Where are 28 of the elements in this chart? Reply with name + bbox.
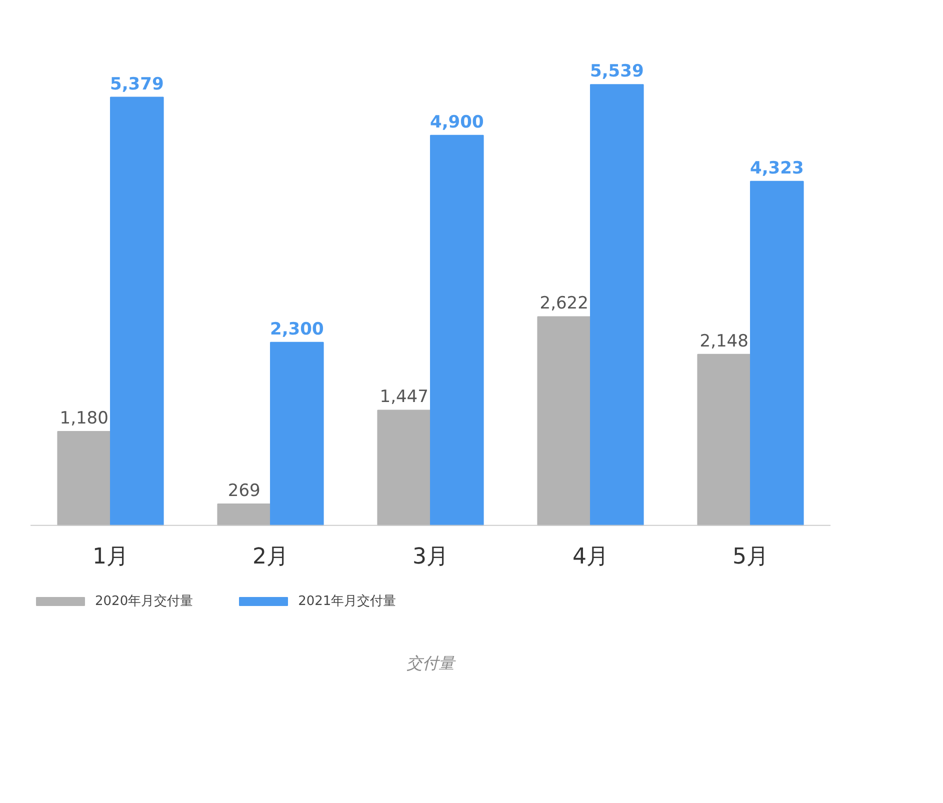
data-label: 2,622 (540, 294, 588, 314)
x-tick-label: 1月 (92, 544, 128, 570)
x-tick-label: 5月 (732, 544, 768, 570)
data-label: 4,900 (430, 112, 484, 132)
bar (377, 410, 431, 526)
data-label: 269 (228, 480, 260, 501)
data-label: 2,300 (270, 319, 324, 340)
data-label: 1,180 (60, 408, 108, 428)
legend-label: 2020年月交付量 (95, 593, 194, 610)
legend-label: 2021年月交付量 (298, 593, 396, 610)
x-tick-label: 4月 (572, 544, 608, 570)
bar (697, 354, 751, 526)
data-label: 2,148 (700, 331, 748, 352)
bar (217, 503, 271, 526)
bar (57, 430, 111, 526)
bar (110, 96, 164, 526)
data-label: 1,447 (380, 387, 428, 408)
x-tick-label: 2月 (252, 544, 288, 570)
x-tick-label: 3月 (412, 544, 448, 570)
data-label: 5,539 (590, 62, 644, 82)
bar (430, 134, 484, 526)
data-label: 4,323 (750, 158, 804, 178)
bar (537, 316, 591, 526)
bar (270, 342, 324, 526)
data-label: 5,379 (110, 74, 164, 94)
bar (590, 84, 644, 526)
text: 交付量 (406, 654, 456, 672)
bar (750, 180, 804, 526)
